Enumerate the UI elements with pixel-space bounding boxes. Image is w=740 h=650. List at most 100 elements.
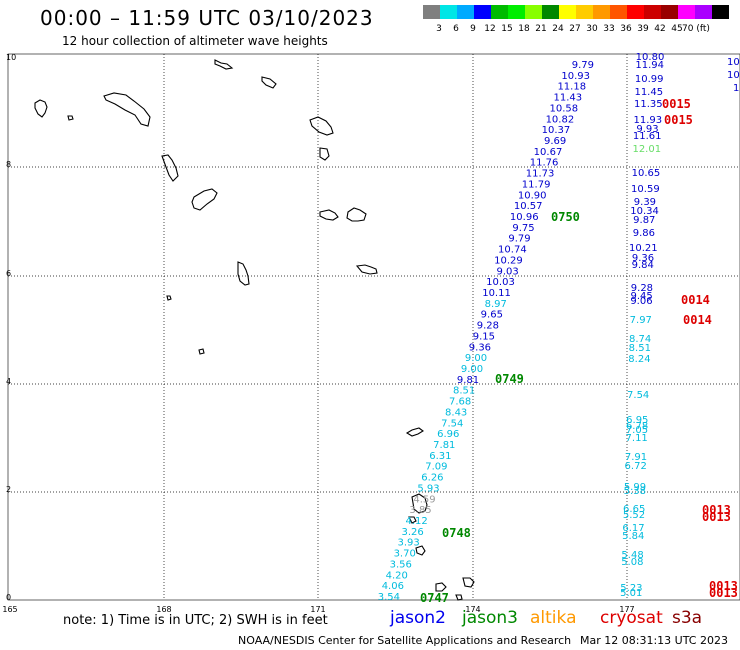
wave-height-label: 9.03	[497, 266, 519, 277]
wave-height-label: 5.99	[624, 482, 646, 493]
wave-height-label: 10.93	[561, 71, 590, 82]
wave-height-label: 9.75	[512, 223, 534, 234]
wave-height-label: 10.74	[498, 245, 527, 256]
wave-height-label: 10.80	[636, 52, 665, 63]
pass-time-label: 0014	[681, 293, 710, 307]
wave-height-label: 3.26	[401, 527, 423, 538]
island	[309, 116, 334, 136]
wave-height-label: 10.67	[534, 147, 563, 158]
island	[261, 76, 277, 89]
wave-height-label: 3.54	[378, 592, 400, 603]
wave-height-label: 10.37	[542, 125, 571, 136]
wave-height-label: 7.05	[626, 425, 648, 436]
wave-height-label: 11.76	[530, 158, 559, 169]
scale-swatch	[712, 5, 729, 19]
island	[405, 427, 424, 437]
wave-height-label: 5.08	[621, 557, 643, 568]
wave-height-label: 10.99	[635, 74, 664, 85]
wave-height-label: 10.90	[518, 190, 547, 201]
scale-label: 18	[518, 24, 530, 34]
y-tick-label: 8	[6, 160, 11, 169]
map-title: 00:00 – 11:59 UTC 03/10/2023	[40, 6, 374, 30]
wave-height-label: 9.79	[508, 234, 530, 245]
pass-time-label: 0748	[442, 526, 471, 540]
scale-swatch	[457, 5, 474, 19]
wave-height-label: 10.65	[632, 168, 661, 179]
pass-time-label: 0015	[662, 97, 691, 111]
wave-height-label: 10.	[727, 57, 740, 68]
island	[408, 516, 417, 524]
wave-height-label: 7.97	[630, 315, 652, 326]
wave-height-label: 11.35	[634, 99, 663, 110]
wave-height-label: 9.15	[473, 331, 495, 342]
footnote: note: 1) Time is in UTC; 2) SWH is in fe…	[63, 613, 328, 628]
pass-time-label: 0013	[709, 586, 738, 600]
wave-height-label: 9.28	[631, 283, 653, 294]
y-tick-label: 6	[6, 269, 11, 278]
wave-height-label: 7.54	[441, 418, 463, 429]
scale-label: 3	[436, 24, 442, 34]
wave-height-label: 4.06	[382, 581, 404, 592]
wave-height-label: 9.00	[461, 364, 483, 375]
island	[411, 493, 428, 514]
wave-height-label: 5.23	[620, 583, 642, 594]
island	[346, 207, 367, 222]
wave-height-label: 9.65	[481, 310, 503, 321]
island	[103, 92, 151, 127]
wave-height-label: 10.82	[546, 114, 575, 125]
island	[191, 188, 218, 211]
scale-label: 24	[552, 24, 564, 34]
island	[319, 209, 339, 221]
x-tick-label: 174	[465, 605, 480, 614]
wave-height-label: 3.70	[394, 549, 416, 560]
island	[67, 115, 74, 121]
credit-line: NOAA/NESDIS Center for Satellite Applica…	[238, 634, 572, 647]
timestamp: Mar 12 08:31:13 UTC 2023	[580, 634, 728, 647]
scale-swatch	[440, 5, 457, 19]
island	[198, 348, 205, 355]
wave-height-label: 11.61	[633, 131, 662, 142]
wave-height-label: 10.59	[631, 184, 660, 195]
axis-labels: 165 168 171 174 177 0 2 4 6 8 10	[2, 53, 634, 614]
wave-height-label: 9.36	[632, 253, 654, 264]
y-tick-label: 4	[6, 377, 11, 386]
wave-height-label: 10.29	[494, 255, 523, 266]
scale-label: 9	[470, 24, 476, 34]
legend-item: altika	[530, 608, 577, 628]
scale-swatch	[542, 5, 559, 19]
track-a-labels: 9.7910.9311.1811.4310.5810.8210.379.6910…	[378, 60, 594, 603]
wave-height-label: 10.96	[510, 212, 539, 223]
y-tick-label: 2	[6, 485, 11, 494]
scale-swatch	[474, 5, 491, 19]
scale-swatch	[423, 5, 440, 19]
wave-height-label: 8.97	[485, 299, 507, 310]
wave-height-label: 6.31	[429, 451, 451, 462]
wave-height-label: 4.12	[405, 516, 427, 527]
scale-label: 36	[620, 24, 632, 34]
x-tick-label: 171	[310, 605, 325, 614]
wave-height-label: 6.78	[626, 421, 648, 432]
scale-swatch	[661, 5, 678, 19]
scale-swatch	[610, 5, 627, 19]
island	[166, 295, 172, 301]
wave-height-label: 8.24	[628, 354, 650, 365]
wave-height-label: 9.93	[636, 124, 658, 135]
pass-time-label: 0013	[702, 510, 731, 524]
x-tick-label: 177	[619, 605, 634, 614]
wave-height-label: 10.21	[629, 243, 658, 254]
wave-height-label: 11.43	[553, 93, 582, 104]
wave-height-label: 6.96	[437, 429, 459, 440]
island	[161, 154, 179, 182]
islands	[34, 59, 475, 601]
legend-item: cryosat	[600, 608, 663, 628]
wave-height-label: 11.73	[526, 169, 555, 180]
wave-height-label: 12.01	[632, 144, 661, 155]
wave-height-label: 9.00	[465, 353, 487, 364]
scale-label: 45	[671, 24, 683, 34]
scale-swatch	[695, 5, 712, 19]
wave-height-label: 6.72	[625, 461, 647, 472]
wave-height-label: 10.57	[514, 201, 543, 212]
island	[214, 59, 234, 70]
wave-height-label: 9.81	[457, 375, 479, 386]
island	[355, 264, 378, 275]
